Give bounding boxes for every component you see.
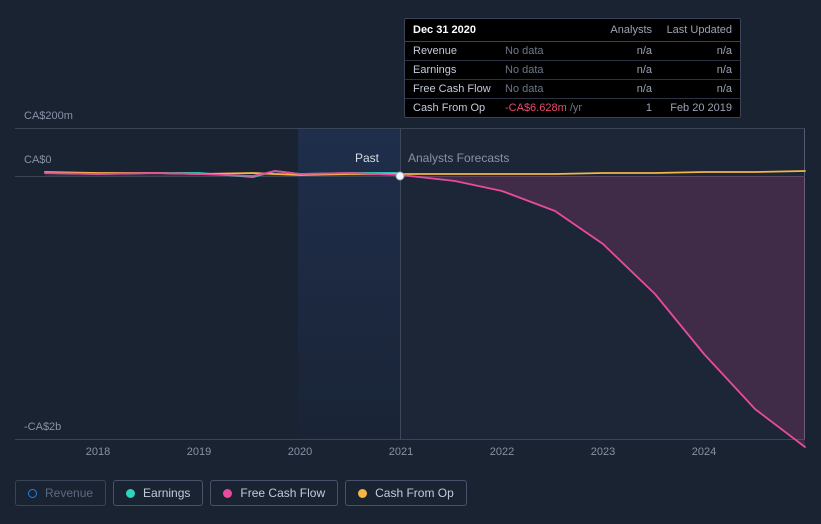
- tooltip-updated: Feb 20 2019: [652, 102, 732, 114]
- tooltip-value-unit: /yr: [567, 102, 582, 114]
- legend-toggle-fcf[interactable]: Free Cash Flow: [210, 480, 338, 506]
- chart-lines: [15, 129, 805, 441]
- tooltip-col-analysts: Analysts: [590, 24, 652, 36]
- tooltip-updated: n/a: [652, 64, 732, 76]
- tooltip-updated: n/a: [652, 83, 732, 95]
- forecast-chart[interactable]: CA$200m CA$0 -CA$2b Past Analysts Foreca…: [15, 118, 805, 466]
- x-axis-label: 2018: [86, 446, 110, 458]
- tooltip-analysts: 1: [590, 102, 652, 114]
- x-axis-label: 2020: [288, 446, 312, 458]
- legend-label: Revenue: [45, 486, 93, 500]
- legend-toggle-revenue[interactable]: Revenue: [15, 480, 106, 506]
- legend-label: Cash From Op: [375, 486, 454, 500]
- y-label-top: CA$200m: [24, 110, 73, 122]
- tooltip-metric: Earnings: [413, 64, 505, 76]
- tooltip-metric: Free Cash Flow: [413, 83, 505, 95]
- tooltip-value: No data: [505, 45, 590, 57]
- x-axis-labels: 2018 2019 2020 2021 2022 2023 2024: [15, 446, 805, 466]
- tooltip-row: Free Cash FlowNo datan/an/a: [405, 80, 740, 99]
- tooltip-analysts: n/a: [590, 83, 652, 95]
- x-axis-label: 2023: [591, 446, 615, 458]
- legend-label: Free Cash Flow: [240, 486, 325, 500]
- tooltip-value: No data: [505, 83, 590, 95]
- tooltip-analysts: n/a: [590, 64, 652, 76]
- cfo-icon: [358, 489, 367, 498]
- legend: Revenue Earnings Free Cash Flow Cash From O…: [15, 480, 467, 506]
- tooltip-date: Dec 31 2020: [413, 24, 590, 36]
- x-axis-label: 2019: [187, 446, 211, 458]
- fcf-area-fill: [45, 171, 805, 447]
- tooltip-header: Dec 31 2020 Analysts Last Updated: [405, 19, 740, 42]
- x-axis-label: 2024: [692, 446, 716, 458]
- tooltip-row: EarningsNo datan/an/a: [405, 61, 740, 80]
- revenue-icon: [28, 489, 37, 498]
- tooltip-metric: Revenue: [413, 45, 505, 57]
- tooltip-col-updated: Last Updated: [652, 24, 732, 36]
- legend-toggle-cfo[interactable]: Cash From Op: [345, 480, 467, 506]
- tooltip-analysts: n/a: [590, 45, 652, 57]
- earnings-icon: [126, 489, 135, 498]
- fcf-icon: [223, 489, 232, 498]
- legend-label: Earnings: [143, 486, 190, 500]
- x-axis-label: 2021: [389, 446, 413, 458]
- x-axis-label: 2022: [490, 446, 514, 458]
- tooltip-row: Cash From Op-CA$6.628m /yr1Feb 20 2019: [405, 99, 740, 117]
- tooltip-row: RevenueNo datan/an/a: [405, 42, 740, 61]
- legend-toggle-earnings[interactable]: Earnings: [113, 480, 203, 506]
- tooltip-updated: n/a: [652, 45, 732, 57]
- chart-plot-area[interactable]: CA$0 -CA$2b Past Analysts Forecasts: [15, 128, 805, 440]
- tooltip-metric: Cash From Op: [413, 102, 505, 114]
- tooltip-value: No data: [505, 64, 590, 76]
- hover-marker: [396, 172, 405, 181]
- data-tooltip: Dec 31 2020 Analysts Last Updated Revenu…: [404, 18, 741, 118]
- tooltip-value: -CA$6.628m /yr: [505, 102, 590, 114]
